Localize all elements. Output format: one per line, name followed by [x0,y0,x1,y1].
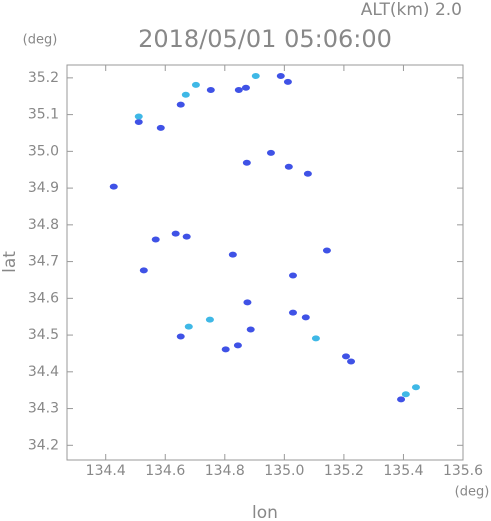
plot-frame [66,64,464,461]
echo-point [206,86,215,93]
y-tick-label: 34.8 [28,217,59,233]
echo-point [251,73,260,80]
echo-point [176,101,185,108]
echo-point [241,84,250,91]
echo-point [171,230,180,237]
echo-point [151,236,160,243]
echo-point [139,267,148,274]
echo-point [182,233,191,240]
y-tick-label: 34.4 [28,364,59,380]
echo-point [266,149,275,156]
y-tick-label: 35.1 [28,107,59,123]
echo-point [341,353,350,360]
echo-point [191,81,200,88]
x-tick-label: 135.2 [324,463,364,479]
x-tick-label: 135.4 [383,463,423,479]
y-tick-label: 34.2 [28,437,59,453]
echo-point [184,323,193,330]
x-tick-label: 134.4 [86,463,126,479]
y-tick-label: 35.2 [28,70,59,86]
echo-point [347,358,356,365]
echo-point [288,272,297,279]
echo-point [228,251,237,258]
echo-point [301,314,310,321]
echo-point [411,384,420,391]
echo-point [246,326,255,333]
echo-point [234,86,243,93]
echo-point [243,299,252,306]
y-axis-label: lat [0,251,20,273]
y-unit: (deg) [23,33,58,48]
echo-point [221,346,230,353]
y-tick-label: 34.3 [28,401,59,417]
echo-point [134,118,143,125]
altitude-label: ALT(km) 2.0 [361,0,462,20]
y-tick-label: 34.9 [28,180,59,196]
echo-point [176,333,185,340]
echo-point [284,163,293,170]
echo-point [283,78,292,85]
y-tick-label: 35.0 [28,143,59,159]
x-tick-label: 134.6 [145,463,185,479]
echo-point [397,396,406,403]
y-tick-label: 34.5 [28,327,59,343]
echo-point [181,91,190,98]
echo-point [156,124,165,131]
echo-point [109,183,118,190]
echo-point [401,391,410,398]
echo-point [311,335,320,342]
echo-point [322,247,331,254]
x-axis-label: lon [252,503,278,521]
chart-title: 2018/05/01 05:06:00 [138,25,392,53]
x-tick-label: 135.6 [443,463,483,479]
x-tick-label: 134.8 [205,463,245,479]
y-tick-label: 34.6 [28,290,59,306]
echo-point [242,159,251,166]
echo-point [303,170,312,177]
echo-point [134,113,143,120]
x-tick-label: 135.0 [264,463,304,479]
echo-point [276,73,285,80]
x-unit: (deg) [455,485,490,500]
echo-point [288,309,297,316]
echo-point [205,316,214,323]
echo-point [233,342,242,349]
y-tick-label: 34.7 [28,254,59,270]
